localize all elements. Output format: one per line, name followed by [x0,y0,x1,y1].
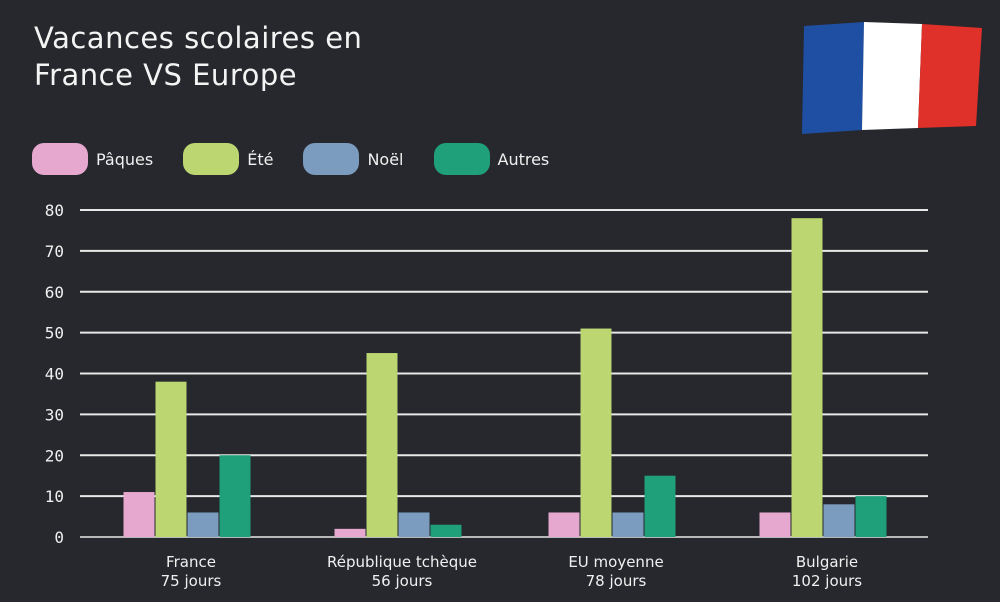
x-category-label: Bulgarie [796,553,858,571]
bar-ete-3 [791,218,823,538]
legend-item-autres: Autres [433,143,550,175]
bar-paques-2 [548,512,580,537]
y-tick-label: 20 [45,446,64,465]
legend-label-paques: Pâques [96,149,154,169]
bar-paques-3 [759,512,791,537]
bar-paques-0 [123,492,155,537]
bar-noel-1 [398,512,430,537]
x-category-sublabel: 75 jours [161,572,222,590]
x-category-label: EU moyenne [568,553,663,571]
y-tick-label: 0 [54,528,64,547]
bar-noel-2 [612,512,644,537]
x-category-label: République tchèque [327,553,477,571]
french-flag-icon [802,22,982,134]
chart-title: Vacances scolaires en France VS Europe [34,21,363,92]
bar-ete-1 [366,353,398,537]
bar-paques-1 [334,528,366,537]
y-tick-label: 80 [45,201,64,220]
bar-noel-3 [823,504,855,537]
x-category-sublabel: 56 jours [372,572,433,590]
legend-item-ete: Été [183,143,273,175]
bar-ete-0 [155,381,187,537]
legend-swatch-ete [183,143,240,175]
y-tick-label: 40 [45,365,64,384]
bar-noel-0 [187,512,219,537]
bar-autres-1 [430,524,462,537]
x-category-sublabel: 78 jours [586,572,647,590]
y-tick-label: 10 [45,487,64,506]
y-tick-label: 60 [45,283,64,302]
bar-autres-3 [855,496,887,537]
bar-ete-2 [580,328,612,537]
bar-autres-0 [219,455,251,537]
legend-label-noel: Noël [367,149,404,169]
legend-item-noel: Noël [303,143,404,175]
x-category-label: France [166,553,216,571]
legend-item-paques: Pâques [32,143,153,175]
legend-swatch-paques [32,143,88,175]
bar-autres-2 [644,475,676,537]
legend-swatch-noel [303,143,360,175]
legend-swatch-autres [433,143,490,175]
x-category-sublabel: 102 jours [792,572,862,590]
legend: Pâques Été Noël Autres [32,142,579,176]
y-tick-label: 30 [45,405,64,424]
legend-label-autres: Autres [497,149,550,169]
y-tick-label: 50 [45,324,64,343]
legend-label-ete: Été [247,149,274,169]
y-tick-label: 70 [45,242,64,261]
